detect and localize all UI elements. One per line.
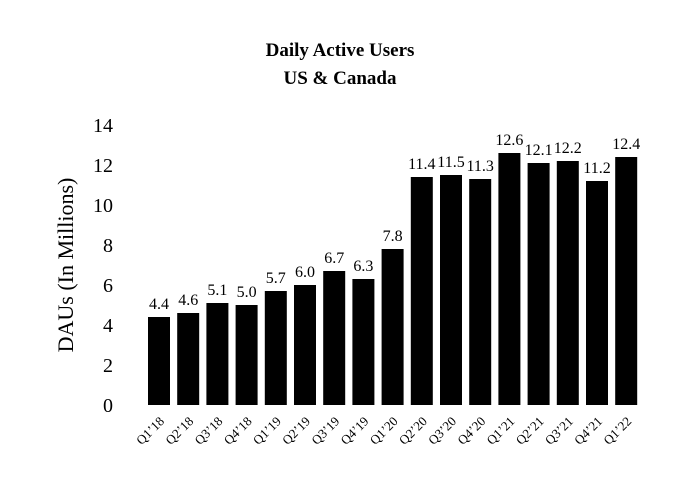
bar xyxy=(294,285,316,405)
data-label: 11.5 xyxy=(437,154,464,171)
bar xyxy=(235,305,258,405)
x-tick-label: Q1’20 xyxy=(367,414,401,448)
bar xyxy=(586,181,608,405)
x-tick-label: Q4’18 xyxy=(221,414,255,448)
bar xyxy=(410,177,433,405)
data-label: 11.3 xyxy=(466,158,493,175)
x-tick-label: Q3’21 xyxy=(542,414,576,448)
y-tick-label: 8 xyxy=(103,235,113,257)
bar xyxy=(440,175,462,405)
y-tick-label: 12 xyxy=(93,155,113,177)
bar xyxy=(527,163,550,405)
x-tick-label: Q1’19 xyxy=(250,414,284,448)
data-label: 6.3 xyxy=(353,258,373,275)
data-label: 12.1 xyxy=(525,142,553,159)
bar xyxy=(556,161,579,405)
data-label: 11.4 xyxy=(408,156,435,173)
data-label: 6.7 xyxy=(324,250,344,267)
x-tick-label: Q1’22 xyxy=(600,414,634,448)
x-tick-label: Q1’21 xyxy=(483,414,517,448)
x-tick-label: Q2’21 xyxy=(513,414,547,448)
data-label: 12.6 xyxy=(495,132,523,149)
chart-subtitle: US & Canada xyxy=(284,68,397,89)
x-tick-label: Q1’18 xyxy=(133,414,167,448)
y-tick-label: 2 xyxy=(103,355,113,377)
bar xyxy=(381,249,404,405)
bar xyxy=(469,179,492,405)
bar xyxy=(206,303,229,405)
x-tick-label: Q3’18 xyxy=(191,414,225,448)
data-label: 7.8 xyxy=(383,228,403,245)
data-label: 4.6 xyxy=(178,292,198,309)
x-tick-label: Q4’20 xyxy=(454,414,488,448)
chart-title: Daily Active Users xyxy=(266,40,415,61)
y-tick-label: 6 xyxy=(103,275,113,297)
bar xyxy=(352,279,375,405)
x-tick-label: Q2’18 xyxy=(162,414,196,448)
data-label: 5.7 xyxy=(266,270,286,287)
data-label: 4.4 xyxy=(149,296,169,313)
data-label: 12.4 xyxy=(612,136,640,153)
bar xyxy=(615,157,638,405)
bar xyxy=(323,271,346,405)
y-tick-label: 4 xyxy=(103,315,113,337)
y-tick-label: 0 xyxy=(103,395,113,417)
data-label: 5.0 xyxy=(237,284,257,301)
data-label: 5.1 xyxy=(207,282,227,299)
x-tick-label: Q3’19 xyxy=(308,414,342,448)
bar xyxy=(264,291,287,405)
x-tick-label: Q4’21 xyxy=(571,414,605,448)
y-tick-label: 14 xyxy=(93,115,113,137)
y-tick-label: 10 xyxy=(93,195,113,217)
data-label: 11.2 xyxy=(583,160,610,177)
data-label: 6.0 xyxy=(295,264,315,281)
x-tick-label: Q4’19 xyxy=(337,414,371,448)
bar xyxy=(177,313,200,405)
x-tick-label: Q2’20 xyxy=(396,414,430,448)
x-tick-label: Q3’20 xyxy=(425,414,459,448)
y-axis-label: DAUs (In Millions) xyxy=(53,178,78,353)
bar xyxy=(498,153,521,405)
data-label: 12.2 xyxy=(554,140,582,157)
x-tick-label: Q2’19 xyxy=(279,414,313,448)
bar xyxy=(148,317,170,405)
